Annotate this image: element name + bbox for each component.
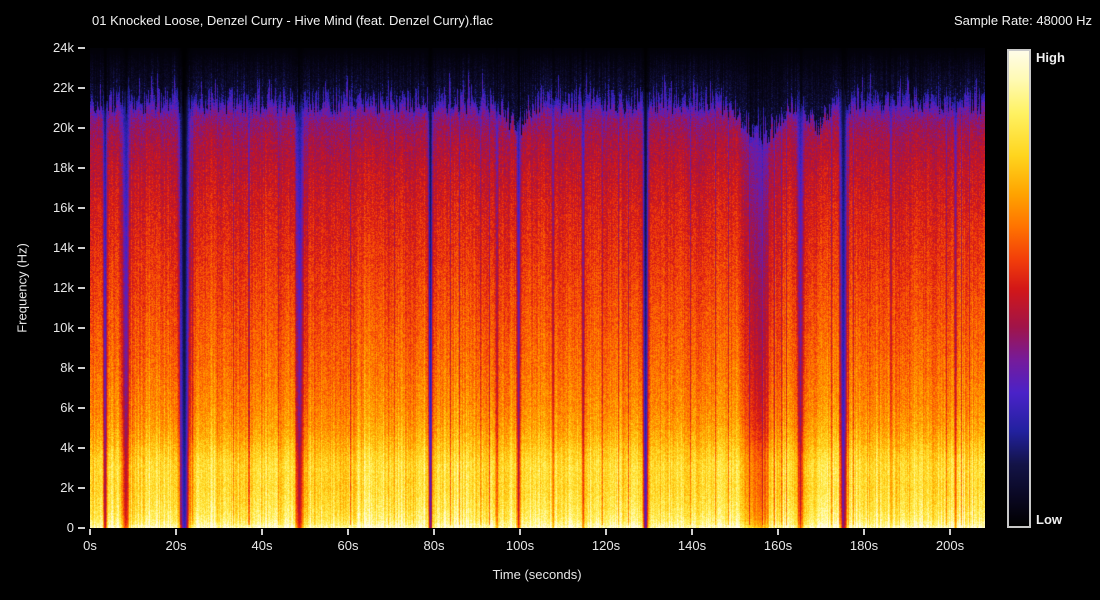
y-axis-tick-label: 16k <box>53 200 74 215</box>
y-axis-tick-label: 14k <box>53 240 74 255</box>
x-axis-tick <box>777 529 779 535</box>
y-axis-tick <box>78 447 85 449</box>
y-axis-tick <box>78 127 85 129</box>
y-axis-tick-label: 18k <box>53 160 74 175</box>
y-axis-tick-label: 0 <box>66 520 74 535</box>
y-axis-tick <box>78 207 85 209</box>
x-axis-tick <box>261 529 263 535</box>
y-axis-tick-label: 2k <box>60 480 74 495</box>
y-axis-tick <box>78 407 85 409</box>
y-axis-tick-label: 10k <box>53 320 74 335</box>
x-axis-tick-label: 20s <box>165 538 187 553</box>
x-axis-tick-label: 0s <box>83 538 97 553</box>
y-axis-tick <box>78 47 85 49</box>
x-axis-tick <box>949 529 951 535</box>
x-axis-tick <box>605 529 607 535</box>
x-axis-tick-label: 40s <box>251 538 273 553</box>
y-axis-title: Frequency (Hz) <box>14 243 30 333</box>
x-axis-tick <box>433 529 435 535</box>
y-axis-tick <box>78 287 85 289</box>
y-axis-tick-label: 24k <box>53 40 74 55</box>
file-title: 01 Knocked Loose, Denzel Curry - Hive Mi… <box>92 13 493 28</box>
y-axis-tick-label: 6k <box>60 400 74 415</box>
x-axis-tick-label: 140s <box>677 538 707 553</box>
x-axis-tick-label: 60s <box>337 538 359 553</box>
y-axis-tick-label: 8k <box>60 360 74 375</box>
y-axis-tick <box>78 87 85 89</box>
y-axis-tick-label: 12k <box>53 280 74 295</box>
x-axis-tick <box>89 529 91 535</box>
plot-area <box>90 48 985 528</box>
x-axis-tick <box>347 529 349 535</box>
sample-rate-label: Sample Rate: 48000 Hz <box>953 13 1092 28</box>
x-axis-tick-label: 160s <box>763 538 793 553</box>
y-axis-tick <box>78 327 85 329</box>
intensity-colorbar <box>1007 49 1031 528</box>
y-axis-tick <box>78 487 85 489</box>
x-axis-tick <box>519 529 521 535</box>
x-axis-tick-label: 180s <box>849 538 879 553</box>
x-axis-tick <box>863 529 865 535</box>
y-axis-tick <box>78 167 85 169</box>
colorbar-high-label: High <box>1036 50 1065 65</box>
x-axis-tick <box>175 529 177 535</box>
y-axis-tick <box>78 367 85 369</box>
colorbar-low-label: Low <box>1036 512 1062 527</box>
spectrogram-canvas <box>90 48 985 528</box>
y-axis-tick-label: 22k <box>53 80 74 95</box>
y-axis-tick <box>78 247 85 249</box>
x-axis-tick-label: 80s <box>423 538 445 553</box>
y-axis-tick-label: 4k <box>60 440 74 455</box>
x-axis-tick <box>691 529 693 535</box>
y-axis-tick <box>78 527 85 529</box>
x-axis-tick-label: 200s <box>935 538 965 553</box>
x-axis-tick-label: 100s <box>505 538 535 553</box>
y-axis-tick-label: 20k <box>53 120 74 135</box>
x-axis-title: Time (seconds) <box>492 567 582 582</box>
x-axis-tick-label: 120s <box>591 538 621 553</box>
